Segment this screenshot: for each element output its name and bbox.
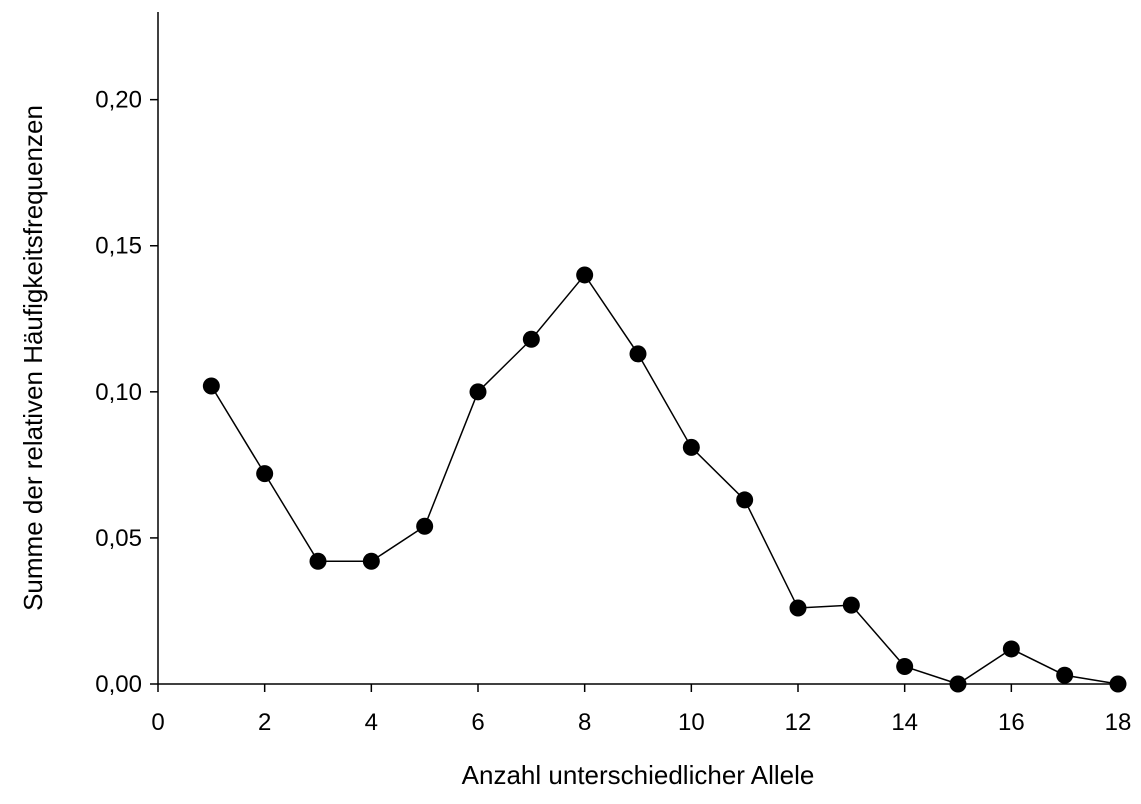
data-point [256, 465, 273, 482]
data-point [790, 600, 807, 617]
series-layer [203, 266, 1127, 692]
x-tick-label: 18 [1105, 709, 1132, 736]
data-point [363, 553, 380, 570]
x-tick-label: 8 [578, 709, 591, 736]
data-point [1056, 667, 1073, 684]
data-point [203, 377, 220, 394]
y-tick-label: 0,05 [95, 525, 142, 552]
data-point [683, 439, 700, 456]
data-point [1110, 676, 1127, 693]
data-point [843, 597, 860, 614]
data-point [1003, 640, 1020, 657]
data-point [416, 518, 433, 535]
x-axis-label: Anzahl unterschiedlicher Allele [462, 760, 815, 790]
data-point [470, 383, 487, 400]
data-point [630, 345, 647, 362]
y-tick-label: 0,20 [95, 87, 142, 114]
y-tick-label: 0,10 [95, 379, 142, 406]
data-point [736, 491, 753, 508]
x-tick-label: 16 [998, 709, 1025, 736]
x-tick-label: 6 [471, 709, 484, 736]
data-point [896, 658, 913, 675]
y-axis-ticks: 0,00 0,05 0,10 0,15 0,20 [95, 87, 158, 698]
x-tick-label: 12 [785, 709, 812, 736]
x-tick-label: 0 [151, 709, 164, 736]
x-tick-label: 10 [678, 709, 705, 736]
y-tick-label: 0,00 [95, 671, 142, 698]
x-tick-label: 2 [258, 709, 271, 736]
series-line [211, 275, 1118, 684]
data-point [523, 331, 540, 348]
data-point [950, 676, 967, 693]
data-point [310, 553, 327, 570]
data-point [576, 266, 593, 283]
y-tick-label: 0,15 [95, 233, 142, 260]
x-tick-label: 14 [891, 709, 918, 736]
x-tick-label: 4 [365, 709, 378, 736]
x-axis-ticks: 0 2 4 6 8 10 12 14 16 18 [151, 684, 1131, 736]
y-axis-label: Summe der relativen Häufigkeitsfrequenze… [18, 105, 48, 611]
